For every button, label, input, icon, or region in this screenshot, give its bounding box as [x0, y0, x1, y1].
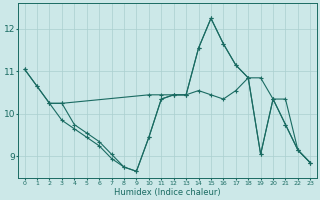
X-axis label: Humidex (Indice chaleur): Humidex (Indice chaleur)	[114, 188, 221, 197]
